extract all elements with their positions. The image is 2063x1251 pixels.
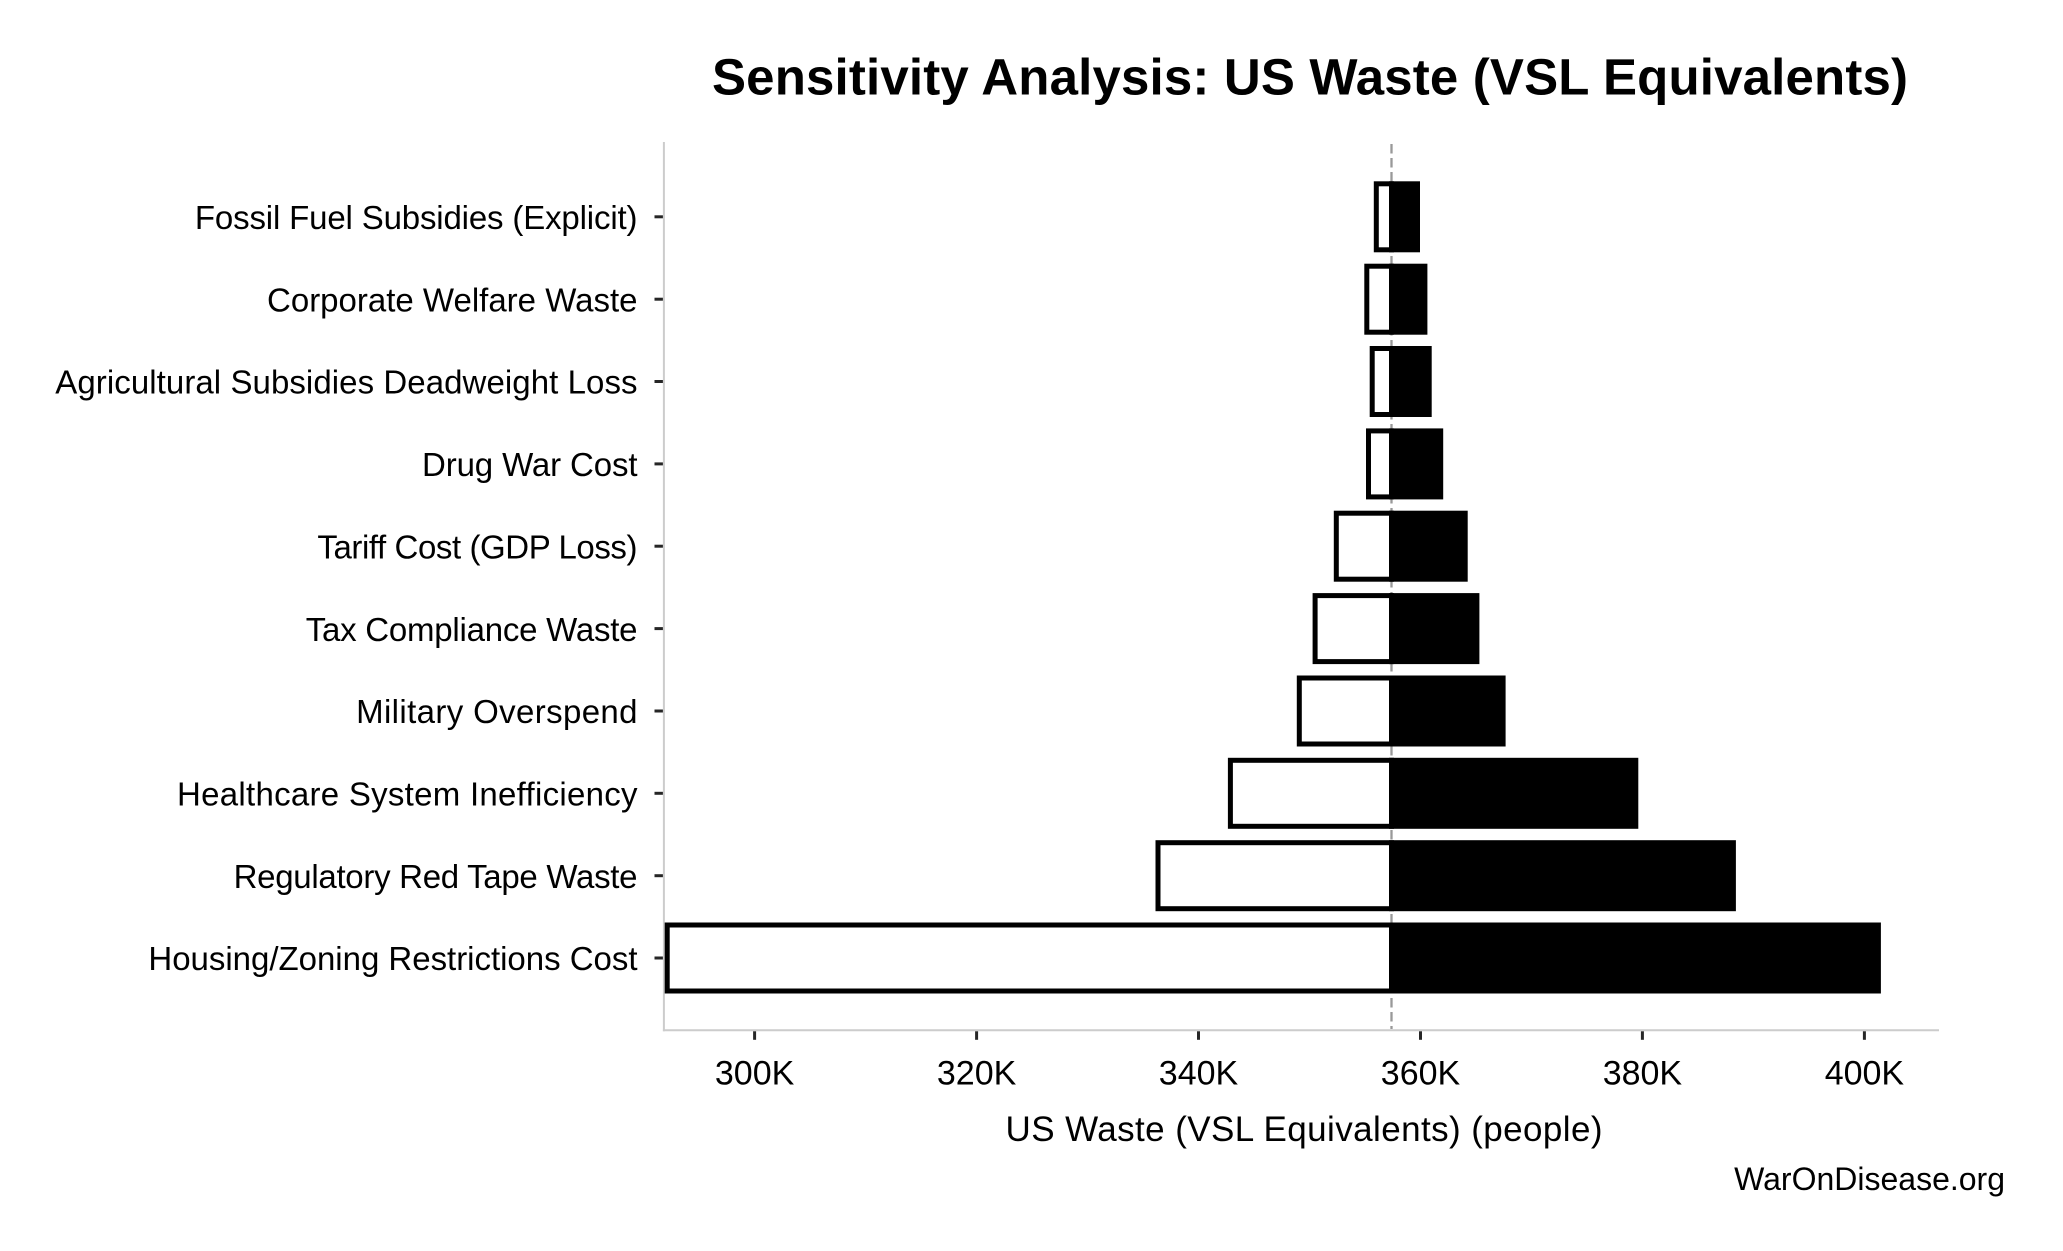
svg-text:320K: 320K [937, 1055, 1017, 1093]
svg-text:Corporate Welfare Waste: Corporate Welfare Waste [267, 281, 638, 318]
svg-text:Tariff Cost (GDP Loss): Tariff Cost (GDP Loss) [317, 528, 637, 565]
svg-text:Housing/Zoning Restrictions Co: Housing/Zoning Restrictions Cost [148, 940, 637, 977]
svg-text:360K: 360K [1381, 1055, 1461, 1093]
svg-text:Sensitivity Analysis: US Waste: Sensitivity Analysis: US Waste (VSL Equi… [712, 48, 1908, 105]
svg-text:380K: 380K [1603, 1055, 1683, 1093]
svg-text:400K: 400K [1825, 1055, 1905, 1093]
svg-text:Regulatory Red Tape Waste: Regulatory Red Tape Waste [234, 858, 638, 895]
svg-text:Agricultural Subsidies Deadwei: Agricultural Subsidies Deadweight Loss [55, 364, 637, 401]
svg-text:300K: 300K [715, 1055, 795, 1093]
svg-text:Healthcare System Inefficiency: Healthcare System Inefficiency [177, 776, 638, 813]
svg-text:Military Overspend: Military Overspend [356, 693, 637, 730]
svg-text:Fossil Fuel Subsidies (Explici: Fossil Fuel Subsidies (Explicit) [195, 199, 638, 236]
svg-text:Tax Compliance Waste: Tax Compliance Waste [306, 611, 638, 648]
svg-text:WarOnDisease.org: WarOnDisease.org [1734, 1161, 2005, 1197]
svg-text:US Waste (VSL Equivalents) (pe: US Waste (VSL Equivalents) (people) [1006, 1110, 1603, 1149]
svg-text:340K: 340K [1159, 1055, 1239, 1093]
svg-text:Drug War Cost: Drug War Cost [422, 446, 638, 483]
